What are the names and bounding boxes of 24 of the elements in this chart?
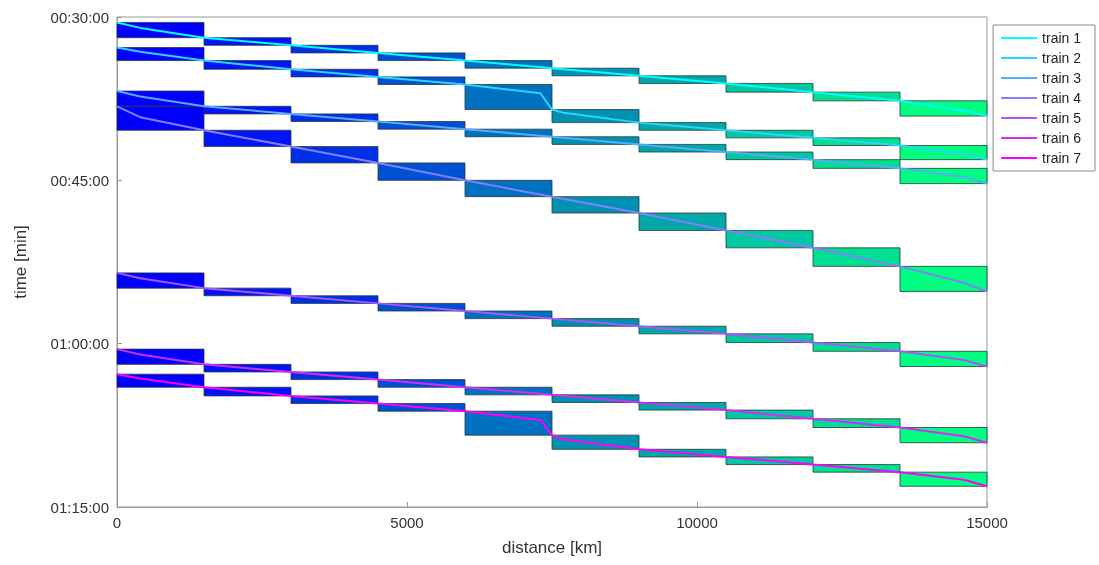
x-tick-label: 5000 (390, 514, 424, 531)
legend-label: train 2 (1042, 50, 1082, 66)
x-tick-label: 15000 (966, 514, 1008, 531)
legend-label: train 1 (1042, 30, 1082, 46)
line-series (116, 105, 988, 293)
line-series (116, 348, 988, 444)
y-tick-label: 01:00:00 (50, 335, 109, 353)
y-tick-label: 00:45:00 (50, 171, 109, 189)
y-tick-label: 00:30:00 (50, 8, 109, 26)
line-series (116, 373, 988, 488)
legend-label: train 3 (1042, 70, 1082, 86)
legend-label: train 5 (1042, 110, 1082, 126)
line-series (116, 46, 988, 161)
x-axis-title: distance [km] (501, 538, 603, 557)
line-series (116, 21, 988, 118)
legend-label: train 7 (1042, 150, 1082, 166)
line-series (116, 90, 988, 185)
x-tick-label: 10000 (676, 514, 718, 531)
y-axis-title: time [min] (11, 225, 30, 299)
x-tick-label: 0 (112, 514, 122, 531)
legend-label: train 4 (1042, 90, 1082, 106)
y-tick-label: 01:15:00 (50, 498, 109, 516)
legend-label: train 6 (1042, 130, 1082, 146)
line-series (116, 271, 988, 368)
